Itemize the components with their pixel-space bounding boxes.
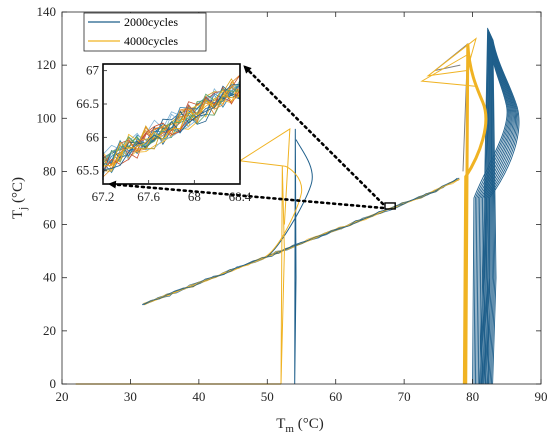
x-tick-label: 70 (398, 389, 411, 404)
high-triangle-4000cycles-b (420, 54, 477, 87)
connector-arrow-bottom (107, 180, 385, 210)
x-axis-title: Tm (°C) (276, 416, 323, 435)
inset-x-tick-label: 67.6 (137, 189, 160, 204)
ramp-line-2000cycles (142, 177, 460, 306)
x-tick-label: 30 (124, 389, 137, 404)
legend-label-2000cycles: 2000cycles (124, 15, 178, 29)
x-tick-label: 50 (261, 389, 274, 404)
y-tick-label: 60 (43, 217, 56, 232)
y-tick-label: 80 (43, 163, 56, 178)
connector-arrow-top (242, 64, 385, 206)
low-loop-4000cycles (238, 127, 303, 257)
legend-box (83, 12, 207, 52)
high-triangle-trace (434, 42, 469, 172)
inset-line (102, 81, 241, 177)
x-tick-label: 20 (56, 389, 69, 404)
y-tick-label: 20 (43, 323, 56, 338)
low-vertical-4000cycles (280, 166, 285, 385)
x-tick-label: 40 (192, 389, 205, 404)
axes-frame (61, 11, 542, 385)
high-loop-2000cycles (487, 39, 520, 385)
y-tick-label: 100 (37, 110, 57, 125)
inset-y-tick-label: 65.5 (76, 163, 99, 178)
high-triangle-4000cycles (426, 37, 477, 77)
inset-line (102, 86, 241, 172)
inset-y-tick-label: 66 (86, 129, 100, 144)
y-tick-label: 120 (37, 57, 57, 72)
y-tick-label: 140 (37, 4, 57, 19)
inset-line (103, 89, 241, 167)
y-tick-label: 0 (50, 376, 57, 391)
x-tick-label: 80 (466, 389, 479, 404)
x-tick-label: 60 (329, 389, 342, 404)
inset-line (102, 94, 241, 172)
y-axis-title: Tj (°C) (10, 177, 29, 219)
inset-line (102, 84, 241, 171)
legend-label-4000cycles: 4000cycles (124, 34, 178, 48)
legend: 2000cycles 4000cycles (83, 12, 207, 52)
y-tick-label: 40 (43, 270, 56, 285)
x-tick-label: 90 (535, 389, 548, 404)
inset-y-tick-label: 66.5 (76, 96, 99, 111)
inset-y-tick-label: 67 (86, 63, 100, 78)
low-loop-2000cycles (266, 139, 313, 257)
inset-frame (102, 63, 241, 185)
zoom-box (384, 202, 396, 210)
plot-area (75, 27, 520, 385)
inset-x-tick-label: 67.2 (92, 189, 115, 204)
low-vertical-2000cycles (294, 128, 297, 385)
